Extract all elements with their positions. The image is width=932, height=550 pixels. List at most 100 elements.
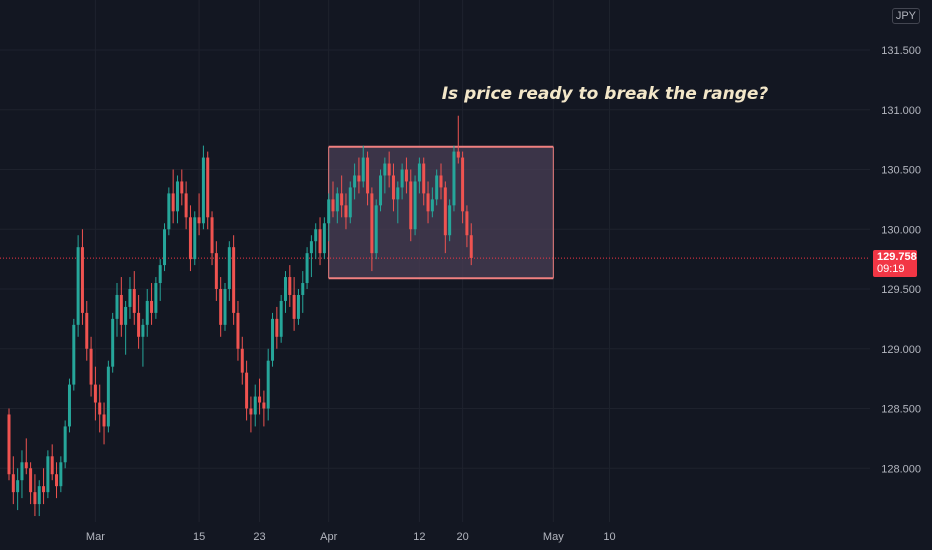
candle-body [258, 396, 262, 403]
candle-body [353, 175, 357, 188]
candle [361, 145, 365, 188]
candle [188, 205, 192, 272]
candle [249, 396, 253, 433]
candle-body [409, 181, 413, 230]
candle [206, 151, 210, 230]
candle [417, 157, 421, 194]
candle [309, 235, 313, 278]
candle-body [305, 253, 309, 284]
candle-body [413, 181, 417, 230]
candle-body [443, 187, 447, 236]
candle [245, 360, 249, 421]
currency-badge[interactable]: JPY [891, 8, 920, 24]
candle [76, 235, 80, 337]
candle [141, 318, 145, 367]
candle-body [85, 312, 89, 349]
candle-body [141, 324, 145, 337]
candle [240, 336, 244, 385]
candle-body [387, 163, 391, 176]
candle [370, 187, 374, 272]
candle-body [366, 157, 370, 194]
candle [227, 241, 231, 301]
candle [422, 157, 426, 206]
candle-body [370, 193, 374, 254]
candle-body [223, 289, 227, 325]
candle-body [137, 312, 141, 337]
candle-body [430, 199, 434, 212]
candle [145, 289, 149, 337]
candle-body [361, 157, 365, 182]
candle-body [448, 205, 452, 236]
candle-body [318, 229, 322, 254]
candle [42, 468, 46, 505]
candle [331, 181, 335, 218]
candle [223, 283, 227, 331]
candle-body [197, 217, 201, 224]
candle-body [236, 312, 240, 349]
candle [106, 360, 110, 433]
candle [292, 277, 296, 331]
candle-body [102, 414, 106, 427]
candle-body [296, 294, 300, 319]
y-tick-label: 131.500 [881, 45, 921, 57]
candle [201, 145, 205, 230]
candle [132, 271, 136, 325]
candle-body [288, 277, 292, 295]
candle [150, 283, 154, 325]
candle-body [227, 247, 231, 289]
y-axis[interactable]: 131.500 131.000 130.500 130.000 129.500 129.0… [881, 45, 921, 475]
candle-body [232, 247, 236, 313]
candle [55, 462, 59, 499]
candle [461, 151, 465, 224]
candle [119, 277, 123, 337]
candle-body [158, 265, 162, 284]
candle-body [67, 384, 71, 427]
candle-body [93, 384, 97, 403]
candle-body [206, 157, 210, 218]
x-tick-label: 10 [603, 531, 615, 543]
candle-body [374, 205, 378, 254]
candle-body [175, 181, 179, 212]
candle [7, 408, 11, 481]
candle [154, 277, 158, 319]
candle [137, 294, 141, 349]
candle-body [340, 193, 344, 206]
candle-body [98, 402, 102, 415]
candle-body [132, 289, 136, 313]
candle [24, 438, 28, 475]
x-axis[interactable]: Mar 15 23 Apr 12 20 May 10 [86, 531, 616, 543]
candle [124, 300, 128, 355]
y-tick-label: 129.500 [881, 284, 921, 296]
candle [383, 157, 387, 194]
candle [167, 187, 171, 236]
candle-countdown: 09:19 [877, 263, 905, 275]
candle-body [55, 474, 59, 487]
candle-body [249, 408, 253, 415]
candle [396, 181, 400, 224]
candle [29, 462, 33, 505]
candle-body [275, 318, 279, 337]
candle [197, 193, 201, 236]
candle-body [59, 462, 63, 487]
candle [210, 211, 214, 266]
candle [253, 384, 257, 427]
annotation-text: Is price ready to break the range? [442, 84, 769, 104]
candle [296, 289, 300, 325]
candle-body [46, 456, 50, 493]
candle [413, 175, 417, 236]
candle-body [201, 157, 205, 224]
candle-body [80, 247, 84, 313]
candle [232, 235, 236, 325]
candle-body [292, 294, 296, 319]
candle-body [111, 318, 115, 367]
candle-body [171, 193, 175, 212]
candle [322, 217, 326, 260]
candle [404, 157, 408, 194]
candle [374, 199, 378, 260]
candle [266, 348, 270, 421]
candle [271, 312, 275, 367]
candle-body [72, 324, 76, 385]
candle-body [335, 193, 339, 212]
candle-body [89, 348, 93, 385]
